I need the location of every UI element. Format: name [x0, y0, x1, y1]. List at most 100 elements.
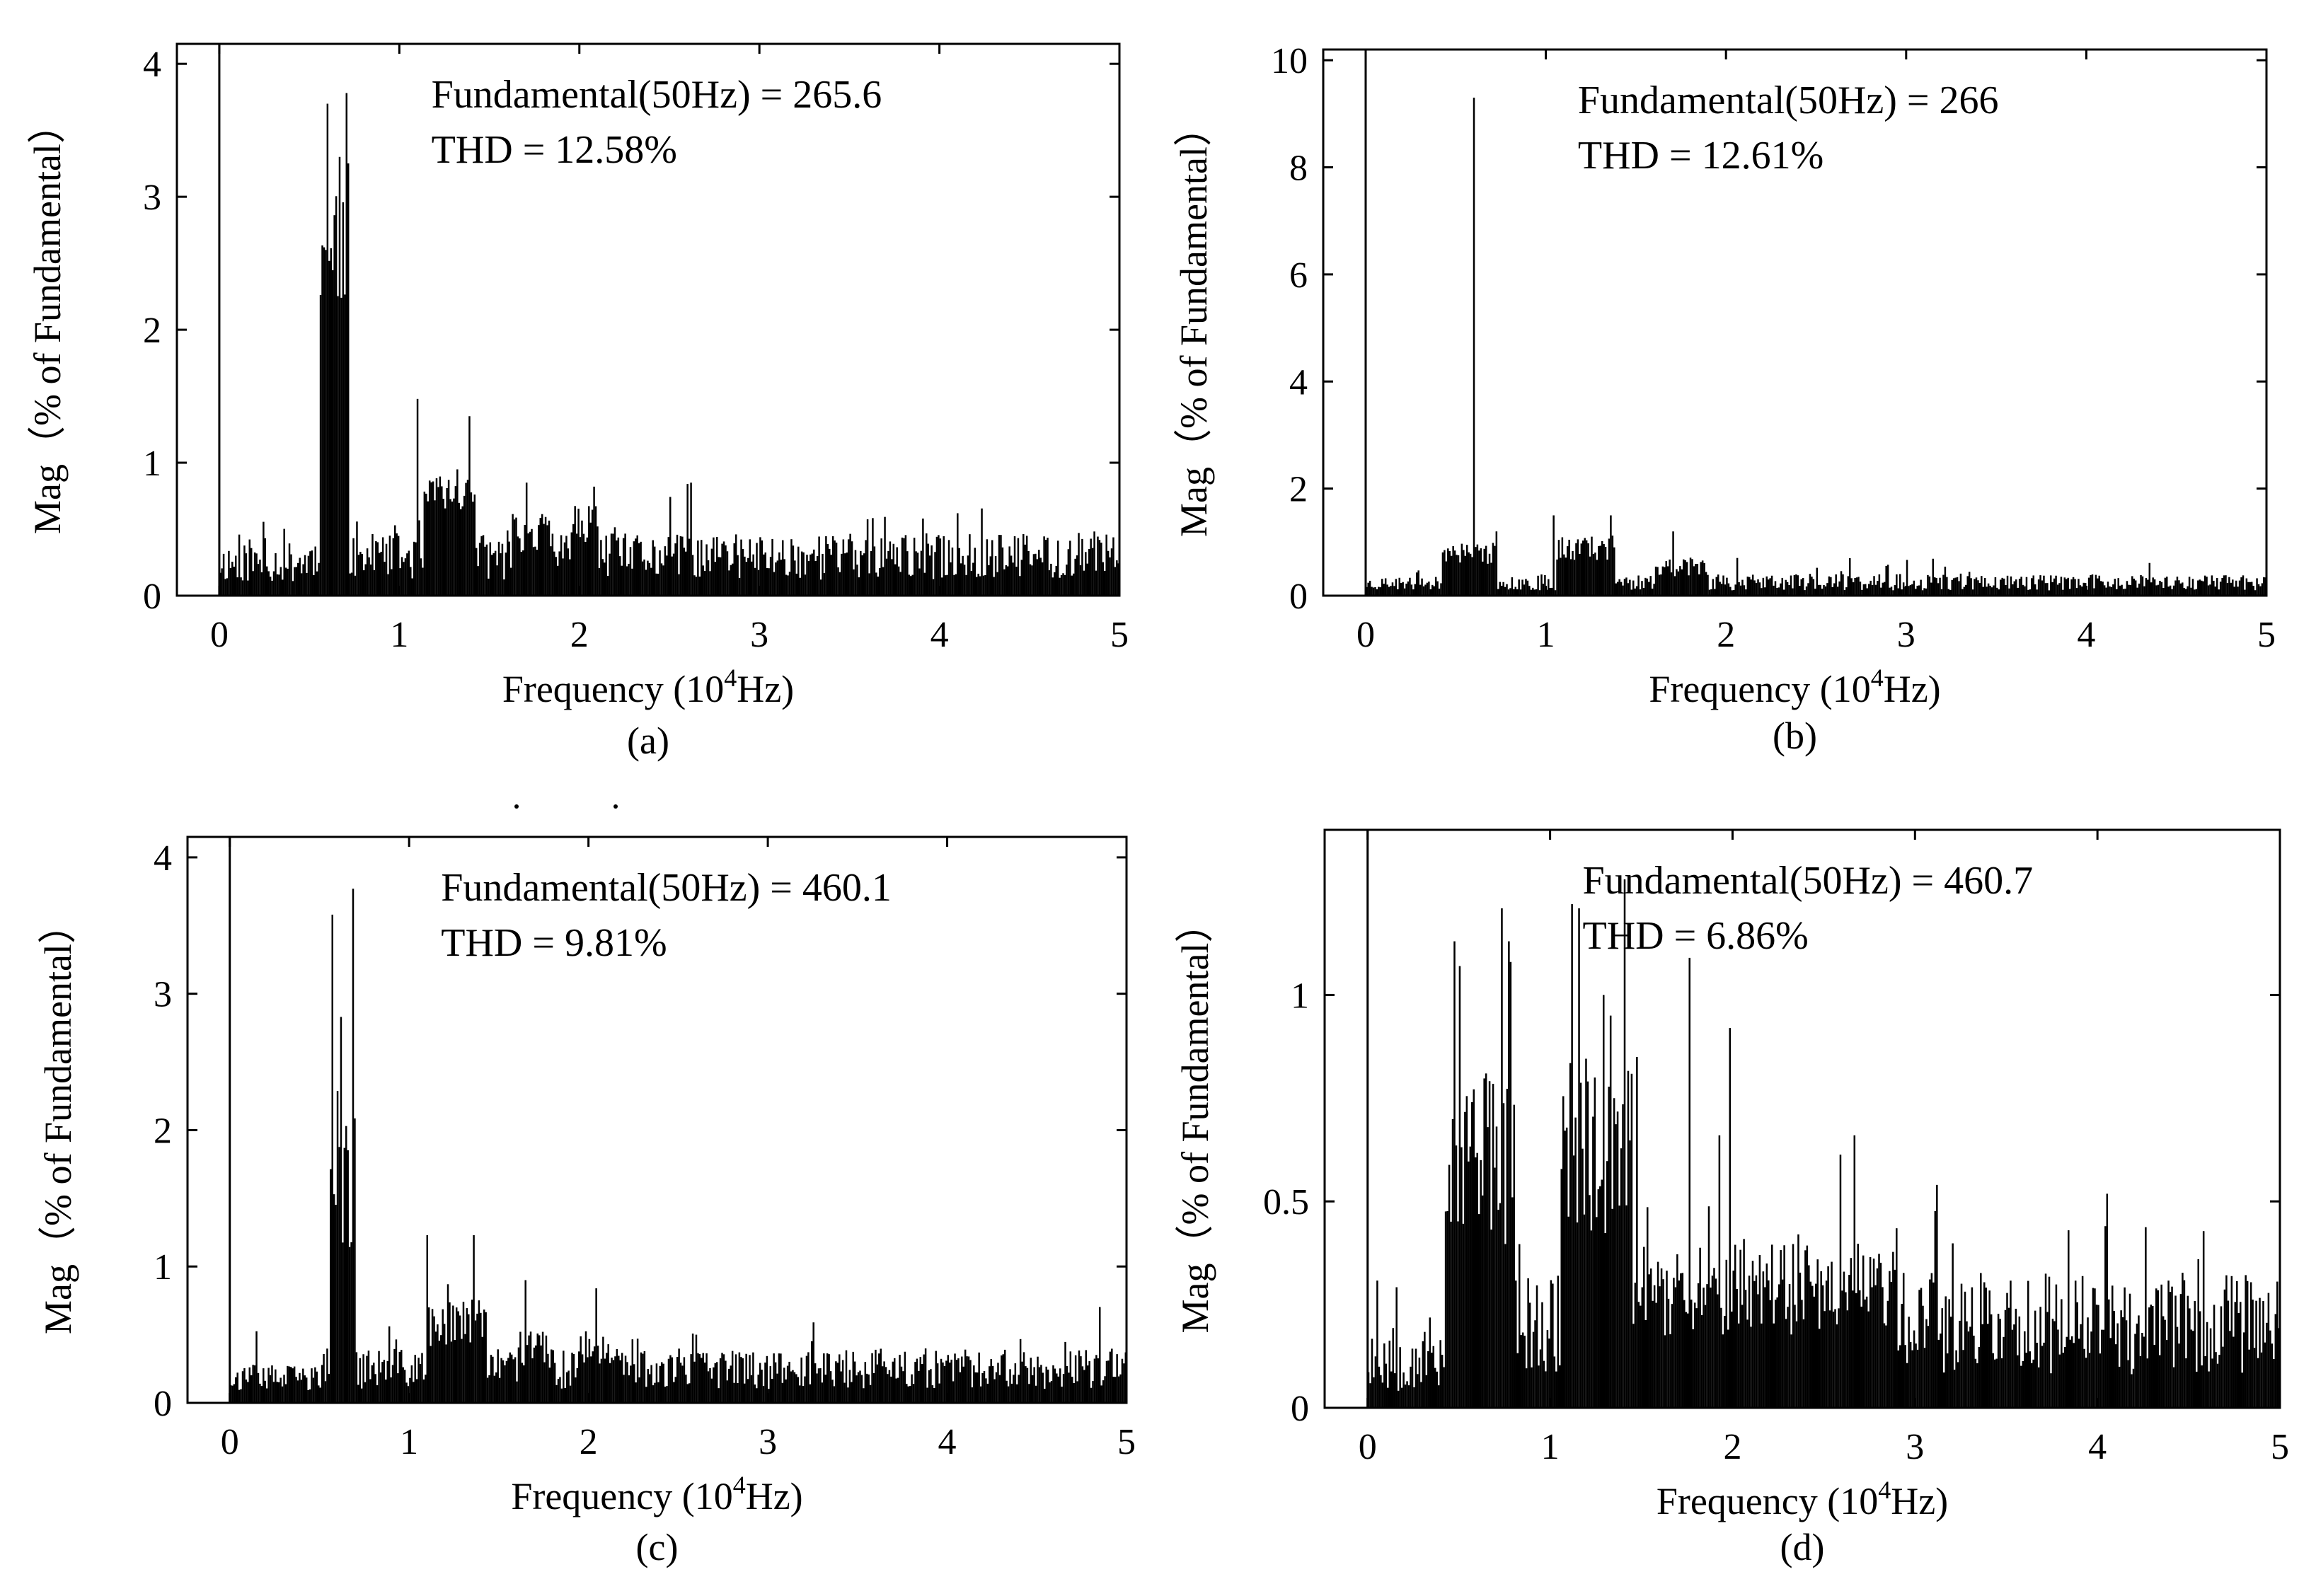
spectrum-bar: [551, 1349, 553, 1403]
spectrum-bar: [558, 551, 560, 596]
spectrum-bar: [1111, 1348, 1113, 1403]
spectrum-bar: [946, 574, 948, 596]
spectrum-bar: [484, 546, 486, 596]
spectrum-bar: [1902, 1273, 1905, 1408]
spectrum-bar: [597, 526, 599, 596]
spectrum-bar: [797, 1377, 800, 1403]
spectrum-bar: [1921, 590, 1924, 596]
spectrum-bar: [388, 536, 391, 596]
spectrum-bar: [1418, 1358, 1421, 1408]
spectrum-bar: [1073, 1382, 1075, 1403]
spectrum-bar: [221, 568, 223, 596]
spectrum-bar: [1573, 560, 1576, 596]
spectrum-bar: [1948, 1299, 1950, 1408]
spectrum-bar: [1666, 1271, 1668, 1408]
spectrum-bar: [2146, 1358, 2149, 1408]
spectrum-bar: [1121, 1358, 1124, 1403]
spectrum-bar: [2178, 1343, 2180, 1408]
spectrum-bar: [1599, 1186, 1601, 1408]
spectrum-bar: [366, 548, 369, 596]
spectrum-bar: [1641, 581, 1643, 596]
spectrum-bar: [865, 540, 867, 596]
thd-annotation: THD = 12.61%: [1578, 134, 1824, 178]
spectrum-bar: [357, 555, 360, 596]
spectrum-bar: [238, 534, 241, 596]
spectrum-bar: [873, 546, 876, 596]
spectrum-bar: [659, 550, 661, 596]
spectrum-bar: [1081, 1366, 1084, 1403]
spectrum-bar: [1858, 1290, 1861, 1408]
x-tick-label: 4: [2077, 615, 2095, 655]
spectrum-bar: [1078, 1350, 1081, 1403]
panel-label: (b): [1773, 715, 1817, 757]
spectrum-bar: [983, 1370, 986, 1403]
spectrum-bar: [2051, 1319, 2054, 1408]
spectrum-bar: [1497, 589, 1499, 596]
spectrum-bar: [1066, 1365, 1068, 1403]
spectrum-bar: [1820, 1271, 1822, 1408]
spectrum-bar: [2249, 1282, 2252, 1408]
spectrum-bar: [991, 1365, 994, 1403]
spectrum-bar: [434, 1331, 437, 1403]
spectrum-bar: [1785, 579, 1787, 596]
spectrum-bar: [1816, 567, 1818, 596]
spectrum-bar: [2027, 589, 2029, 596]
spectrum-bar: [918, 568, 921, 596]
spectrum-bar: [698, 1353, 701, 1403]
spectrum-bar: [1847, 576, 1850, 596]
spectrum-bar: [1620, 1148, 1623, 1408]
spectrum-bar: [2003, 1336, 2005, 1408]
spectrum-bar: [1482, 561, 1484, 596]
fundamental-annotation: Fundamental(50Hz) = 460.1: [441, 866, 892, 910]
spectrum-bar: [290, 1367, 292, 1403]
spectrum-bar: [248, 1367, 251, 1403]
spectrum-bar: [1027, 550, 1030, 596]
spectrum-bar: [1378, 1366, 1381, 1408]
spectrum-bar: [1509, 961, 1512, 1408]
axes-frame: [1322, 48, 2268, 597]
spectrum-bar: [1622, 585, 1624, 596]
spectrum-bar: [466, 1308, 468, 1403]
stray-dot: [613, 804, 618, 809]
spectrum-bar: [1778, 1284, 1780, 1408]
spectrum-bar: [788, 572, 791, 596]
spectrum-bar: [385, 543, 388, 596]
spectrum-bar: [2237, 586, 2239, 596]
spectrum-bar: [993, 577, 995, 596]
spectrum-bar: [1942, 574, 1945, 596]
x-tick-label: 1: [1537, 615, 1555, 655]
spectrum-bar: [635, 538, 637, 596]
spectrum-bar: [851, 541, 853, 596]
spectrum-bar: [1031, 565, 1033, 596]
spectrum-bar: [1374, 587, 1376, 596]
spectrum-bar: [2147, 579, 2149, 596]
spectrum-bar: [1949, 589, 1952, 596]
spectrum-bar: [732, 563, 734, 596]
spectrum-bar: [916, 553, 919, 596]
spectrum-bar: [2145, 1227, 2147, 1408]
spectrum-bar: [984, 574, 986, 596]
x-axis-title: Frequency (104Hz): [511, 1471, 802, 1517]
spectrum-bar: [1640, 1305, 1642, 1408]
spectrum-bar: [2164, 577, 2167, 596]
spectrum-bar: [1112, 537, 1114, 596]
spectrum-bar: [1066, 565, 1068, 596]
spectrum-bar: [1840, 571, 1843, 596]
spectrum-bar: [2138, 583, 2141, 596]
spectrum-bar: [799, 577, 801, 596]
spectrum-bar: [2119, 585, 2121, 596]
spectrum-bar: [1110, 548, 1113, 596]
spectrum-bar: [2044, 583, 2047, 596]
spectrum-bar: [2081, 1276, 2084, 1408]
spectrum-bar: [988, 565, 990, 596]
spectrum-bar: [271, 580, 273, 596]
spectrum-bar: [1757, 579, 1759, 596]
spectrum-bar: [367, 1351, 370, 1403]
spectrum-bar: [752, 554, 754, 596]
spectrum-bar: [282, 579, 284, 596]
spectrum-bar: [1480, 1160, 1482, 1408]
spectrum-bar: [352, 538, 355, 596]
spectrum-bar: [1021, 1361, 1023, 1403]
spectrum-bar: [509, 1352, 512, 1403]
spectrum-bar: [379, 553, 381, 596]
